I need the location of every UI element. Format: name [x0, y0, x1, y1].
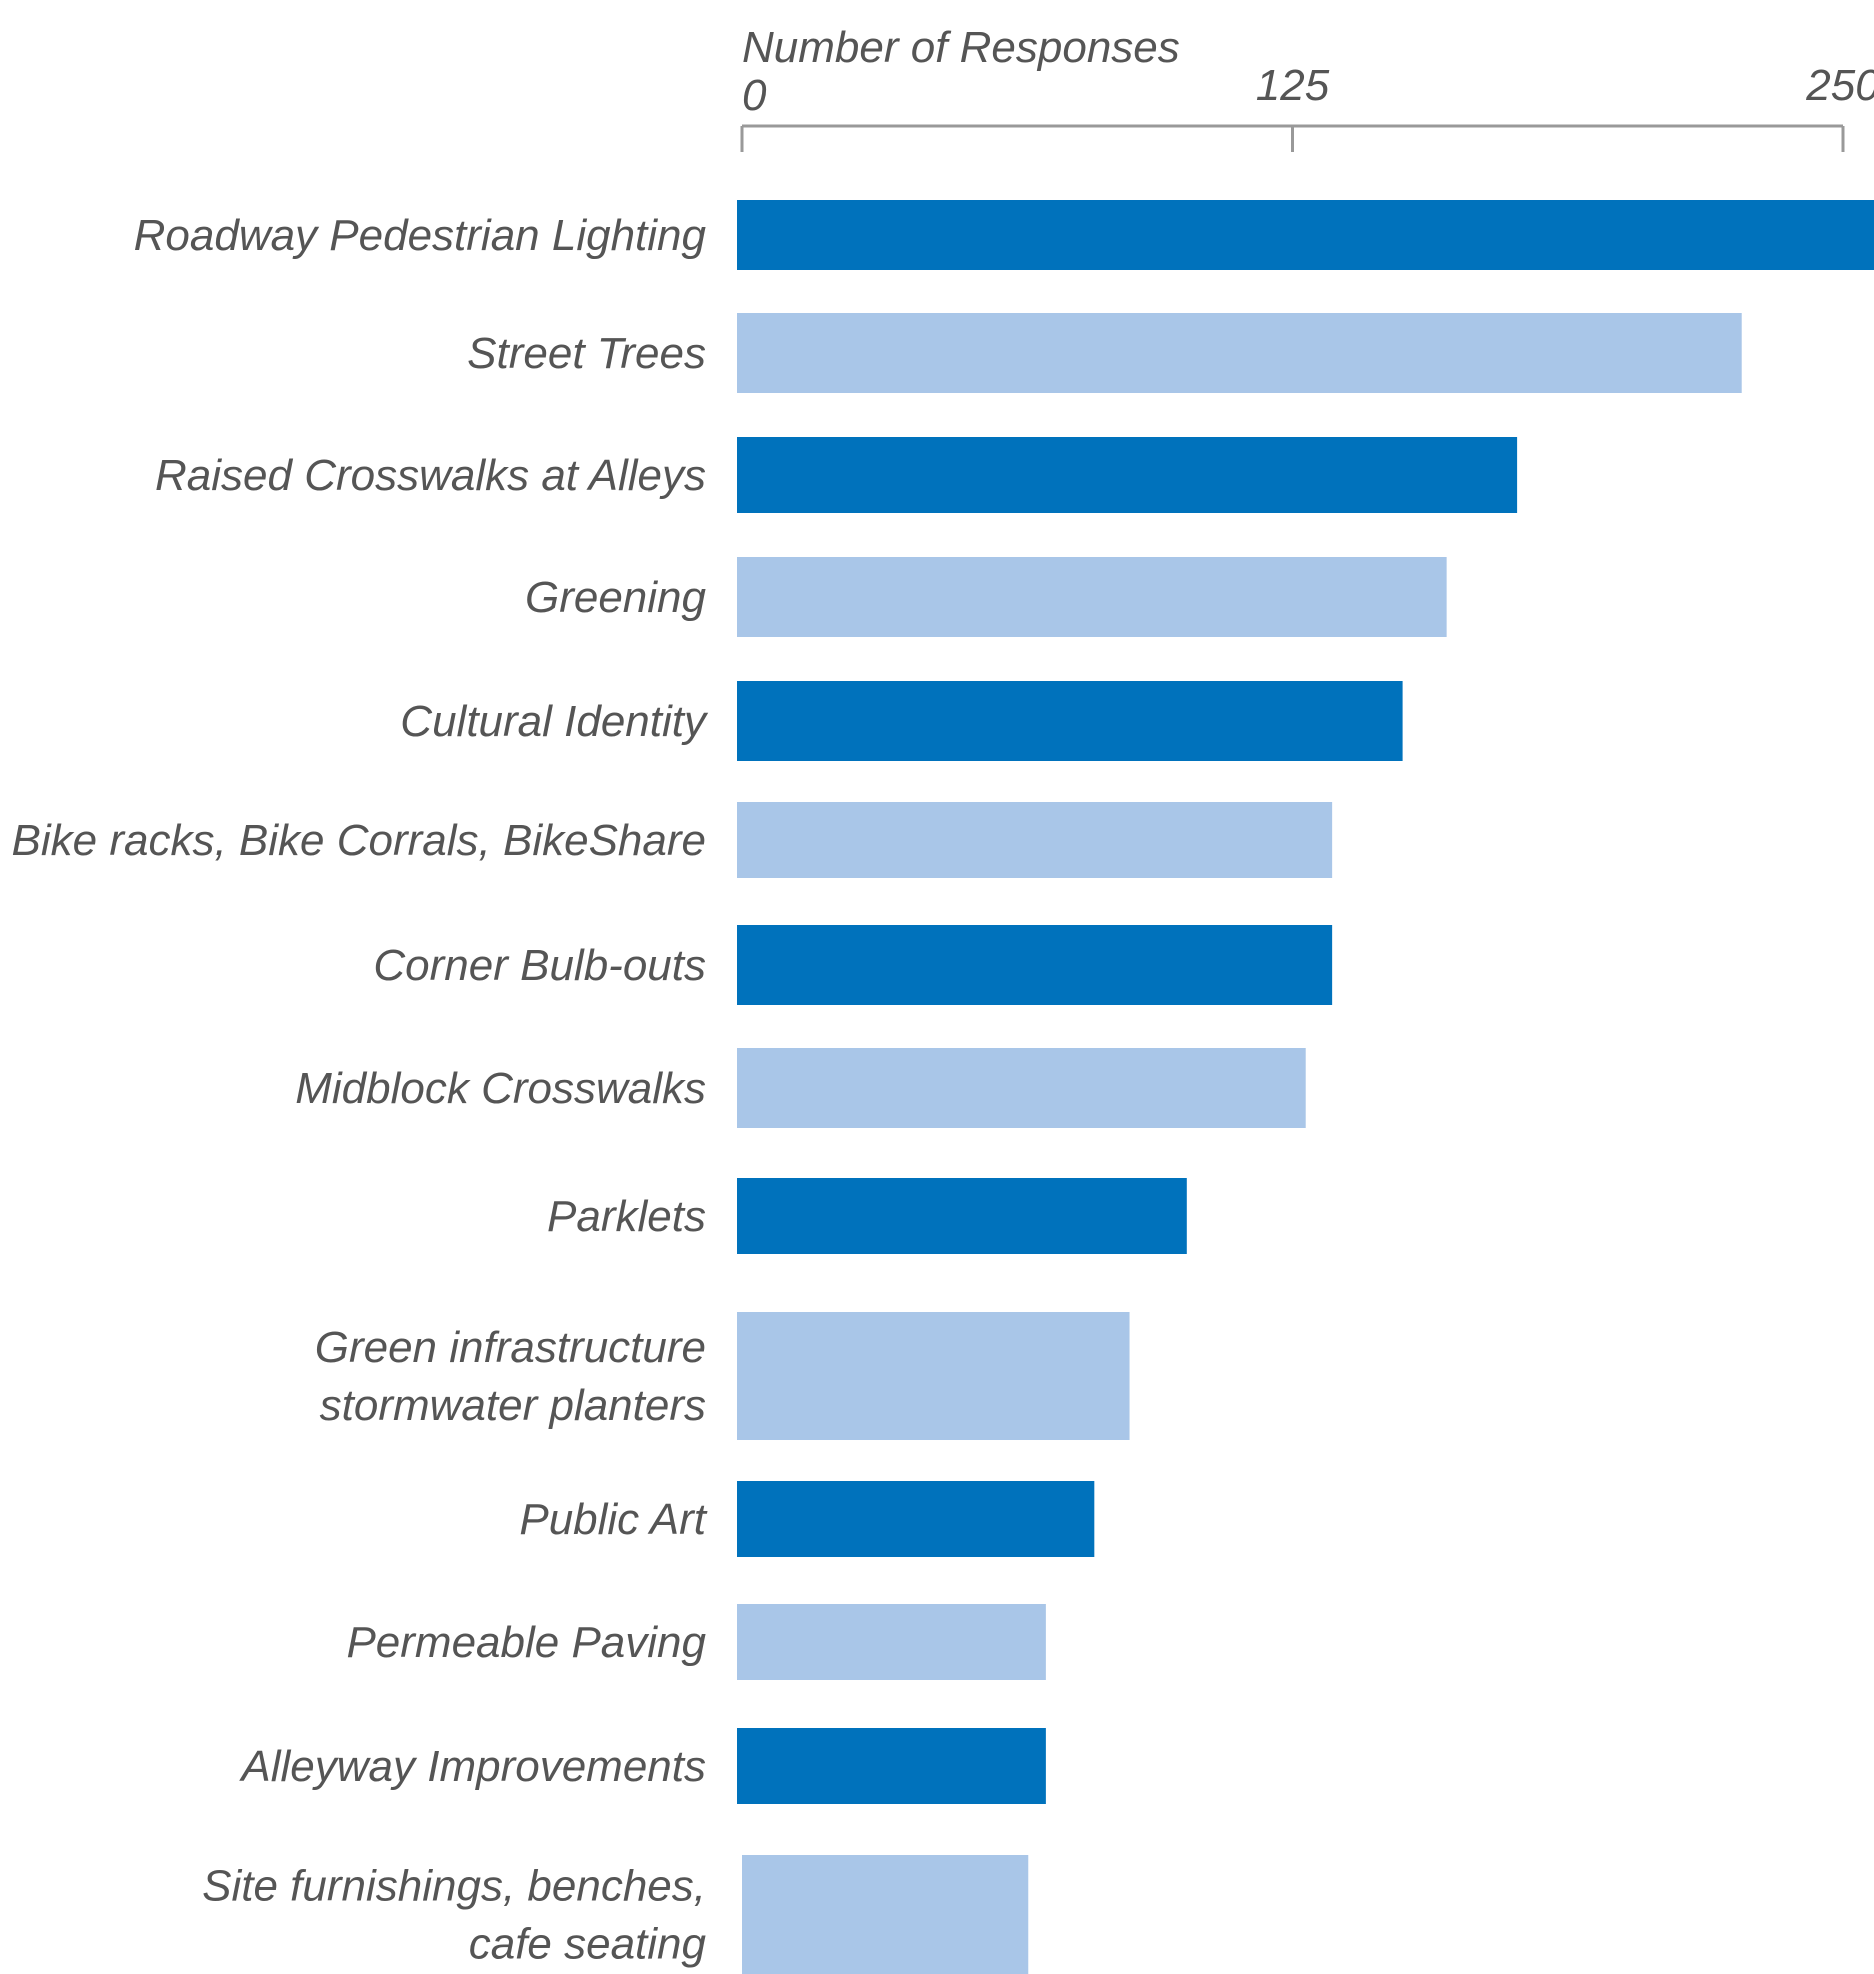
bar [737, 1604, 1046, 1680]
bar [737, 1312, 1130, 1440]
category-label: Cultural Identity [400, 697, 709, 746]
x-tick-label: 125 [1256, 61, 1330, 110]
bar [737, 200, 1874, 270]
category-label: Alleyway Improvements [238, 1742, 706, 1791]
bar [737, 802, 1333, 878]
category-label: Permeable Paving [346, 1618, 706, 1667]
category-label: Parklets [547, 1192, 706, 1241]
bar [737, 313, 1742, 393]
bar [737, 1048, 1306, 1128]
category-label: Green infrastructure [315, 1323, 706, 1372]
category-label: Public Art [519, 1495, 707, 1544]
category-label: stormwater planters [320, 1381, 706, 1430]
bar [737, 925, 1333, 1005]
category-label: Midblock Crosswalks [295, 1064, 706, 1113]
category-label: cafe seating [469, 1920, 707, 1969]
bar [737, 1728, 1046, 1804]
category-label: Raised Crosswalks at Alleys [155, 451, 706, 500]
bar [737, 1178, 1187, 1254]
bar [737, 681, 1403, 761]
category-labels: Roadway Pedestrian Lighting Street Trees R… [12, 211, 709, 1969]
x-tick-label: 0 [742, 71, 767, 120]
category-label: Site furnishings, benches, [202, 1862, 706, 1911]
x-axis: 0 125 250 [740, 61, 1874, 152]
bar [742, 1855, 1029, 1974]
category-label: Street Trees [467, 329, 706, 378]
bar [737, 557, 1447, 637]
bar [737, 437, 1518, 513]
x-tick-label: 250 [1805, 61, 1874, 110]
x-axis-title: Number of Responses [742, 23, 1180, 72]
bar [737, 1481, 1095, 1557]
category-label: Roadway Pedestrian Lighting [134, 211, 707, 260]
category-label: Greening [525, 573, 707, 622]
category-label: Bike racks, Bike Corrals, BikeShare [12, 816, 706, 865]
bars [737, 200, 1874, 1974]
category-label: Corner Bulb-outs [373, 941, 706, 990]
